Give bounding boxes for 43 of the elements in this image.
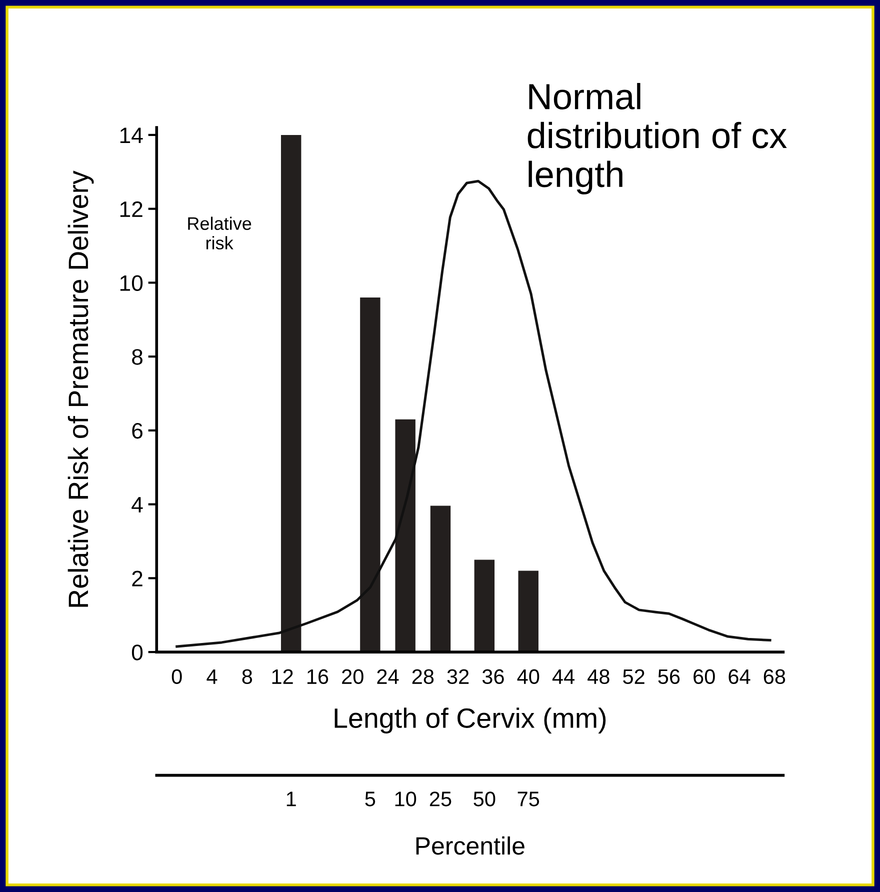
x-tick-label: 32 [447,669,469,684]
y-tick-label: 2 [132,570,142,586]
bar [360,297,380,652]
x-tick-label: 68 [764,669,786,684]
y-tick-label: 12 [120,201,142,217]
x-tick-label: 28 [412,669,434,684]
x-tick-label: 16 [307,669,328,684]
x-tick-label: 8 [242,669,252,684]
x-tick-label: 48 [588,669,610,684]
x-tick-label: 0 [172,669,182,684]
text: 25 [430,792,452,806]
x-tick-label: 12 [272,669,293,684]
x-tick-label: 56 [658,669,680,684]
x-tick-label: 4 [206,669,218,684]
y-axis-title: Relative Risk of Premature Delivery [68,170,94,607]
x2-axis-title: Percentile [416,836,524,855]
y-tick-label: 10 [120,275,143,291]
text: 75 [518,792,540,806]
y-tick-label: 0 [132,644,143,660]
bar [280,134,302,652]
x-tick-label: 44 [552,669,574,684]
text: 50 [474,792,496,806]
y-tick-label: 8 [132,349,142,365]
y-tick-label: 4 [132,497,143,512]
text: 5 [365,792,376,806]
annotation: Relative risk [188,216,252,250]
x-tick-label: 36 [482,669,504,684]
x-tick-label: 64 [728,669,750,684]
y-tick-label: 6 [132,422,142,439]
bar [518,570,538,652]
y-tick-label: 14 [120,128,143,143]
x-tick-label: 60 [694,669,715,684]
bar [474,560,495,652]
text: 1 [286,792,296,806]
x-tick-label: 52 [623,669,644,684]
bar [430,506,451,652]
x-tick-label: 40 [517,669,540,684]
annotation: Normal distribution of cx length [528,82,787,194]
x-tick-label: 24 [377,669,399,684]
bar [395,419,416,652]
x-axis-title: Length of Cervix (mm) [334,708,606,734]
text: 10 [395,792,416,806]
x-tick-label: 20 [342,669,364,684]
